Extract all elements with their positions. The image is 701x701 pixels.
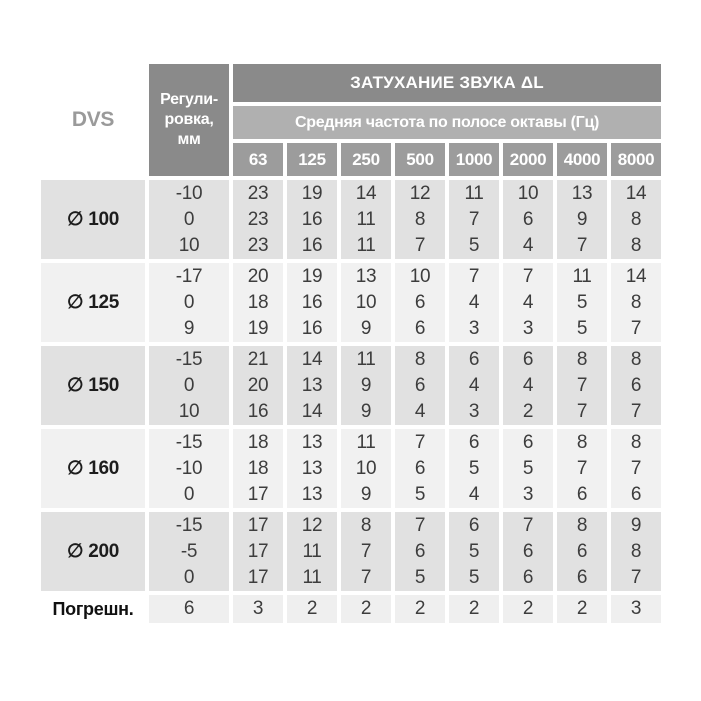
attenuation-title: ЗАТУХАНИЕ ЗВУКА ΔL xyxy=(233,64,661,102)
error-value: 2 xyxy=(449,595,499,623)
attenuation-values: 19 16 16 xyxy=(287,180,337,259)
diameter-label: ∅ 100 xyxy=(41,180,145,259)
error-value: 3 xyxy=(611,595,661,623)
attenuation-values: 11 10 9 xyxy=(341,429,391,508)
dvs-label: DVS xyxy=(71,108,115,131)
attenuation-values: 12 11 11 xyxy=(287,512,337,591)
attenuation-values: 13 10 9 xyxy=(341,263,391,342)
frequency-header: 63 xyxy=(233,143,283,176)
error-value: 2 xyxy=(287,595,337,623)
attenuation-values: 13 13 13 xyxy=(287,429,337,508)
regulation-values: -15 0 10 xyxy=(149,346,229,425)
attenuation-values: 21 20 16 xyxy=(233,346,283,425)
regulation-values: -15 -10 0 xyxy=(149,429,229,508)
attenuation-values: 11 5 5 xyxy=(557,263,607,342)
error-value: 2 xyxy=(341,595,391,623)
frequency-header: 4000 xyxy=(557,143,607,176)
error-row-label: Погрешн. xyxy=(52,599,134,619)
attenuation-values: 10 6 4 xyxy=(503,180,553,259)
diameter-label: ∅ 160 xyxy=(41,429,145,508)
regulation-values: -15 -5 0 xyxy=(149,512,229,591)
diameter-label: ∅ 125 xyxy=(41,263,145,342)
frequency-header: 8000 xyxy=(611,143,661,176)
attenuation-values: 19 16 16 xyxy=(287,263,337,342)
attenuation-values: 14 8 8 xyxy=(611,180,661,259)
diameter-label: ∅ 150 xyxy=(41,346,145,425)
regulation-column-header: Регули-ровка, мм xyxy=(149,64,229,176)
error-regulation-value: 6 xyxy=(149,595,229,623)
attenuation-values: 10 6 6 xyxy=(395,263,445,342)
frequency-header: 500 xyxy=(395,143,445,176)
error-value: 2 xyxy=(557,595,607,623)
attenuation-values: 17 17 17 xyxy=(233,512,283,591)
frequency-header: 125 xyxy=(287,143,337,176)
attenuation-values: 11 9 9 xyxy=(341,346,391,425)
attenuation-table: DVS Регули-ровка, мм ЗАТУХАНИЕ ЗВУКА ΔL С… xyxy=(41,64,661,623)
regulation-values: -10 0 10 xyxy=(149,180,229,259)
error-value: 2 xyxy=(395,595,445,623)
error-value: 3 xyxy=(233,595,283,623)
attenuation-values: 13 9 7 xyxy=(557,180,607,259)
regulation-values: -17 0 9 xyxy=(149,263,229,342)
attenuation-values: 18 18 17 xyxy=(233,429,283,508)
attenuation-values: 23 23 23 xyxy=(233,180,283,259)
frequency-header: 250 xyxy=(341,143,391,176)
attenuation-values: 11 7 5 xyxy=(449,180,499,259)
attenuation-values: 14 13 14 xyxy=(287,346,337,425)
attenuation-values: 14 11 11 xyxy=(341,180,391,259)
diameter-label: ∅ 200 xyxy=(41,512,145,591)
attenuation-values: 20 18 19 xyxy=(233,263,283,342)
error-value: 2 xyxy=(503,595,553,623)
frequency-header: 2000 xyxy=(503,143,553,176)
attenuation-values: 12 8 7 xyxy=(395,180,445,259)
frequency-header: 1000 xyxy=(449,143,499,176)
frequency-subtitle: Средняя частота по полосе октавы (Гц) xyxy=(233,106,661,139)
attenuation-values: 14 8 7 xyxy=(611,263,661,342)
